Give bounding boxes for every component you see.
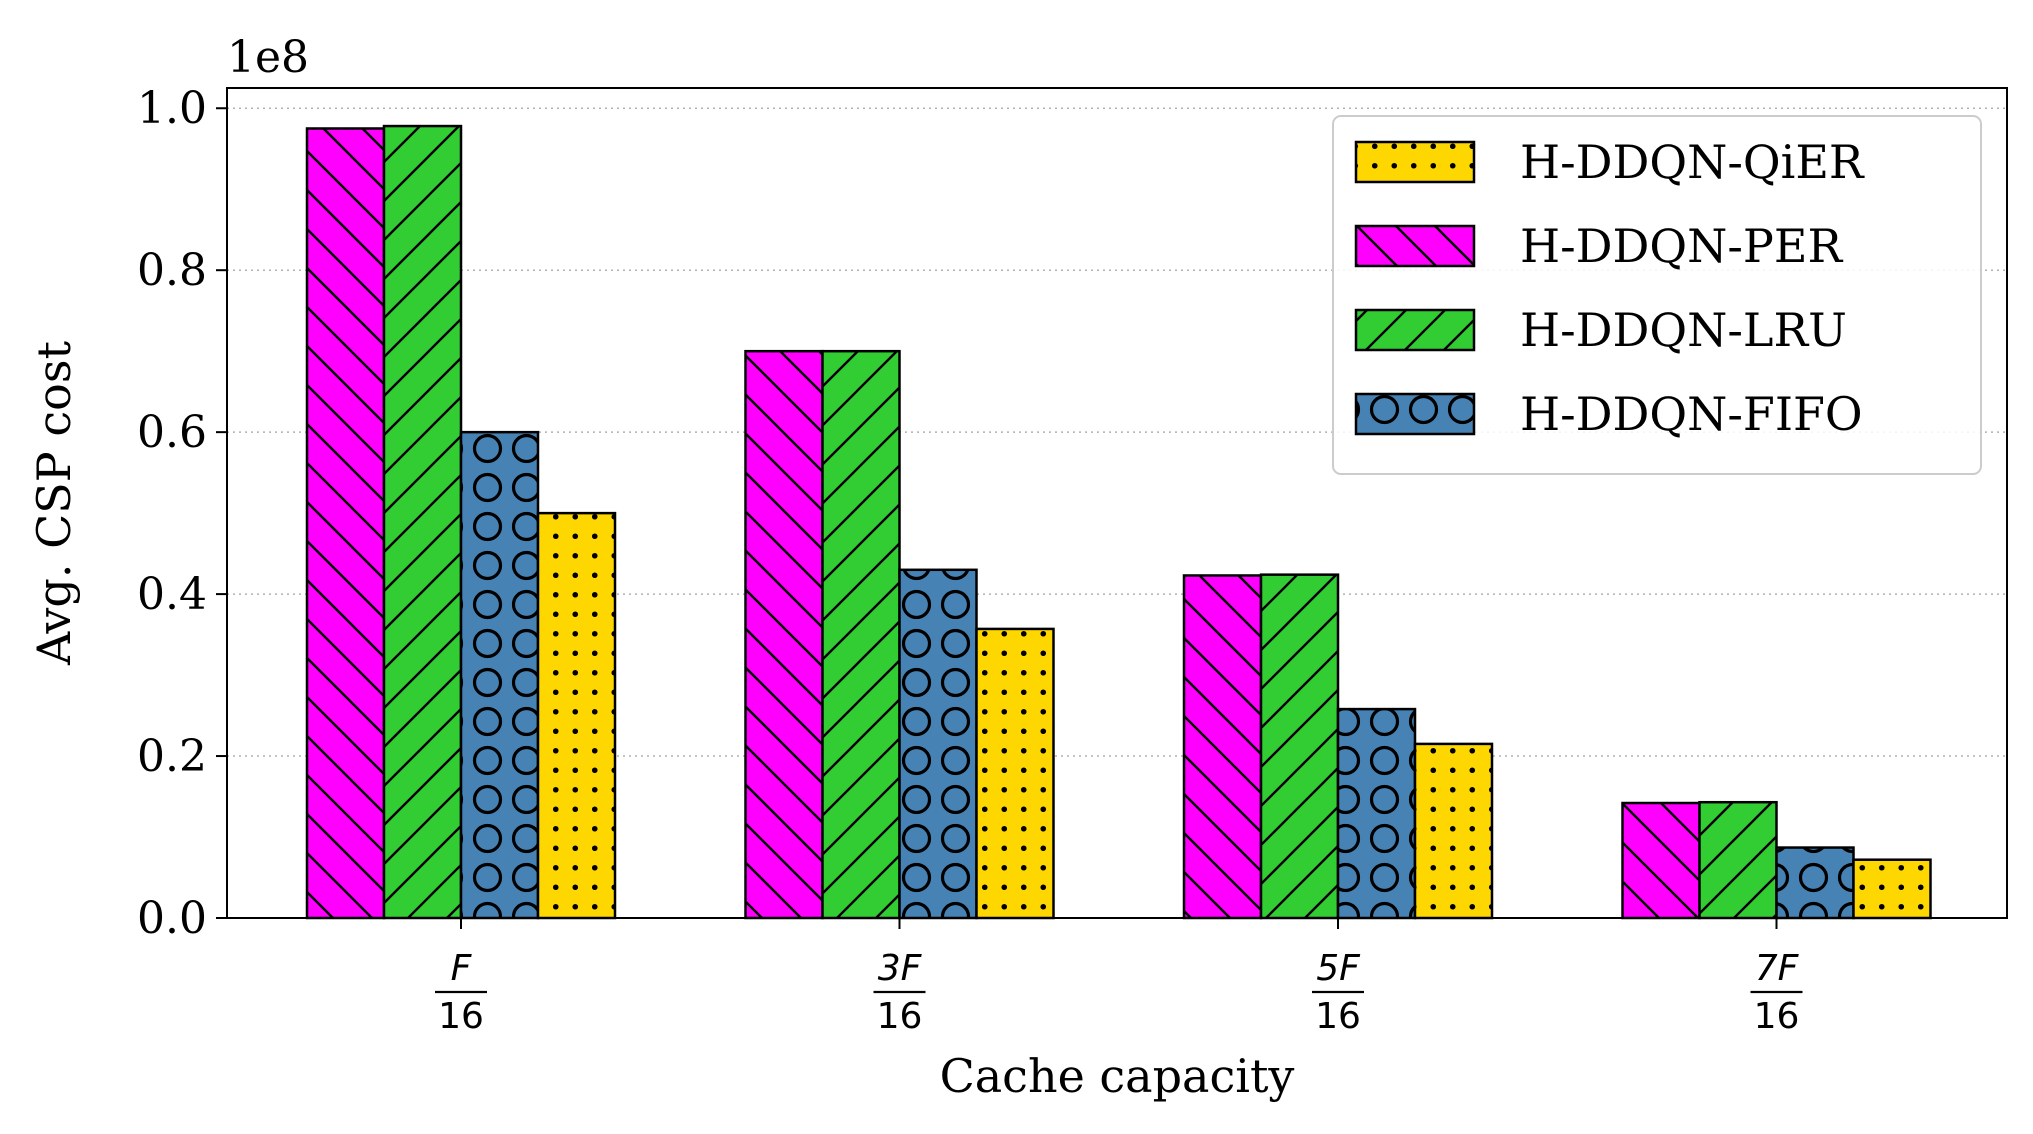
bar-hatch <box>305 127 386 920</box>
legend-swatch <box>1354 140 1476 184</box>
bar <box>821 349 901 920</box>
bar <box>382 124 463 920</box>
y-axis: 0.0 0.2 0.4 0.6 0.8 1.0 <box>137 83 227 944</box>
legend-label: H-DDQN-PER <box>1520 219 1843 273</box>
bar <box>1775 846 1855 920</box>
bar <box>305 127 386 920</box>
bar-hatch <box>975 627 1055 920</box>
legend-label: H-DDQN-QiER <box>1520 135 1865 189</box>
bar-hatch <box>1413 742 1494 920</box>
bar <box>1621 801 1701 920</box>
bar-hatch <box>1698 800 1778 920</box>
legend-entry: H-DDQN-PER <box>1354 219 1843 273</box>
bar-hatch <box>1336 707 1417 920</box>
y-tick-label: 0.6 <box>137 407 207 458</box>
legend-entry: H-DDQN-FIFO <box>1354 387 1863 441</box>
legend-swatch <box>1354 392 1476 436</box>
bar-hatch <box>1852 858 1932 920</box>
bar-hatch <box>898 568 978 920</box>
x-tick-numerator: 5F <box>1316 948 1361 989</box>
legend-frame <box>1332 115 1982 475</box>
bar-hatch <box>1182 574 1263 920</box>
y-multiplier: 1e8 <box>227 32 309 83</box>
bar-hatch <box>1775 846 1855 920</box>
bar-hatch <box>382 124 463 920</box>
x-tick-denominator: 16 <box>1315 996 1361 1037</box>
bar <box>1336 707 1417 920</box>
y-axis-label: Avg. CSP cost <box>27 341 81 666</box>
x-tick-label: F 16 <box>435 948 487 1037</box>
bar <box>898 568 978 920</box>
bar-hatch <box>536 511 617 920</box>
x-tick-denominator: 16 <box>438 996 484 1037</box>
bar-hatch <box>1621 801 1701 920</box>
x-tick-denominator: 16 <box>1754 996 1800 1037</box>
bar <box>459 430 540 920</box>
y-tick-label: 0.0 <box>137 893 207 944</box>
bar <box>1852 858 1932 920</box>
y-tick-label: 0.8 <box>137 245 207 296</box>
plot-frame <box>226 87 2008 919</box>
y-tick-label: 1.0 <box>137 83 207 134</box>
y-tick-label: 0.4 <box>137 569 207 620</box>
bar <box>536 511 617 920</box>
x-tick-numerator: F <box>451 948 473 989</box>
x-tick-denominator: 16 <box>877 996 923 1037</box>
legend-entry: H-DDQN-LRU <box>1354 303 1847 357</box>
legend-label: H-DDQN-LRU <box>1520 303 1847 357</box>
bar-hatch <box>459 430 540 920</box>
bar-hatch <box>744 349 824 920</box>
legend: H-DDQN-QiER H-DDQN-PER H-DDQN-LRU H-DDQN-FI… <box>1332 115 1982 475</box>
bar <box>744 349 824 920</box>
bar-hatch <box>821 349 901 920</box>
x-axis-label: Cache capacity <box>940 1049 1295 1103</box>
x-tick-numerator: 7F <box>1755 948 1800 989</box>
legend-swatch <box>1354 224 1476 268</box>
legend-swatch <box>1354 308 1476 352</box>
bar-hatch <box>1259 573 1340 920</box>
legend-entry: H-DDQN-QiER <box>1354 135 1865 189</box>
bar <box>975 627 1055 920</box>
bars <box>305 124 1932 920</box>
bar <box>1698 800 1778 920</box>
bar <box>1182 574 1263 920</box>
bar <box>1413 742 1494 920</box>
y-tick-label: 0.2 <box>137 731 207 782</box>
bar <box>1259 573 1340 920</box>
legend-label: H-DDQN-FIFO <box>1520 387 1863 441</box>
x-tick-numerator: 3F <box>878 948 923 989</box>
